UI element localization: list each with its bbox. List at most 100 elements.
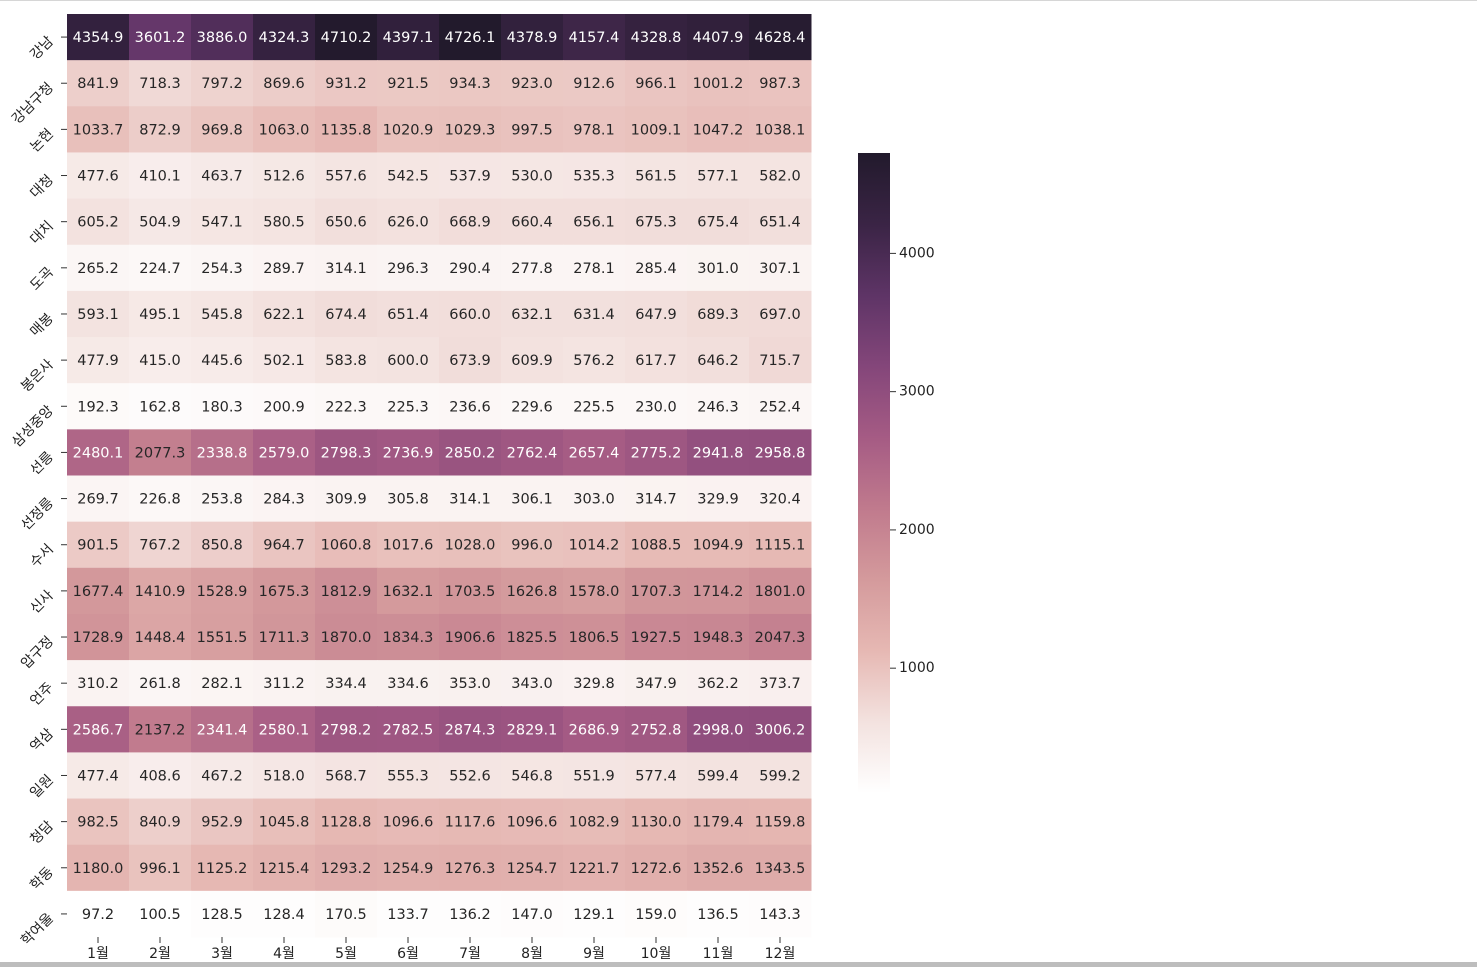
heatmap-cell — [749, 521, 812, 569]
cell-value-label: 1343.5 — [755, 861, 806, 877]
y-tick-label: 선릉 — [27, 449, 57, 479]
y-tick-label: 강남구청 — [9, 80, 57, 128]
heatmap-cell — [439, 844, 502, 892]
cell-value-label: 133.7 — [387, 907, 429, 923]
heatmap-cell — [501, 890, 564, 938]
heatmap-cell — [377, 106, 440, 153]
heatmap-cell — [687, 613, 750, 661]
heatmap-cell — [625, 752, 688, 800]
heatmap-cell — [191, 198, 254, 246]
heatmap-cell — [687, 429, 750, 476]
heatmap-cell — [501, 660, 564, 707]
heatmap-cell — [191, 244, 254, 292]
cell-value-label: 306.1 — [511, 492, 553, 508]
heatmap-cell — [67, 706, 130, 753]
heatmap-cell — [253, 14, 316, 61]
cell-value-label: 463.7 — [201, 169, 243, 185]
cell-value-label: 1128.8 — [321, 815, 372, 831]
cell-value-label: 632.1 — [511, 307, 553, 323]
cell-value-label: 467.2 — [201, 768, 243, 784]
y-tick-label: 논현 — [27, 126, 57, 156]
cell-value-label: 689.3 — [697, 307, 739, 323]
cell-value-label: 2998.0 — [693, 722, 744, 738]
heatmap-cell — [377, 337, 440, 384]
cell-value-label: 2798.2 — [321, 722, 372, 738]
heatmap-cell — [315, 706, 378, 753]
cell-value-label: 4710.2 — [321, 30, 372, 46]
heatmap-cell — [439, 706, 502, 753]
cell-value-label: 4726.1 — [445, 30, 496, 46]
heatmap-cell — [191, 890, 254, 938]
heatmap-cell — [315, 844, 378, 892]
heatmap-cell — [749, 337, 812, 384]
heatmap-cell — [625, 475, 688, 523]
cell-value-label: 530.0 — [511, 169, 553, 185]
y-tick-label: 강남 — [27, 34, 57, 64]
heatmap-cell — [501, 14, 564, 61]
cell-value-label: 555.3 — [387, 768, 429, 784]
cell-value-label: 561.5 — [635, 169, 677, 185]
cell-value-label: 159.0 — [635, 907, 677, 923]
heatmap-cell — [749, 844, 812, 892]
colorbar-gradient — [858, 153, 890, 793]
heatmap-cell — [687, 337, 750, 384]
cell-value-label: 1014.2 — [569, 538, 620, 554]
cell-value-label: 697.0 — [759, 307, 801, 323]
heatmap-cell — [253, 337, 316, 384]
cell-value-label: 265.2 — [77, 261, 119, 277]
cell-value-label: 1180.0 — [73, 861, 124, 877]
cell-value-label: 254.3 — [201, 261, 243, 277]
cell-value-label: 1728.9 — [73, 630, 124, 646]
heatmap-cell — [439, 613, 502, 661]
heatmap-cell — [191, 752, 254, 800]
heatmap-cell — [67, 429, 130, 476]
cell-value-label: 542.5 — [387, 169, 429, 185]
heatmap-cell — [687, 152, 750, 200]
cell-value-label: 1125.2 — [197, 861, 248, 877]
heatmap-cell — [563, 429, 626, 476]
cell-value-label: 4157.4 — [569, 30, 620, 46]
colorbar-tick-label: 4000 — [899, 245, 935, 261]
heatmap-cell — [191, 706, 254, 753]
heatmap-cell — [439, 290, 502, 338]
heatmap-cell — [749, 429, 812, 476]
heatmap-cell — [315, 429, 378, 476]
heatmap-cell — [501, 60, 564, 107]
cell-value-label: 1009.1 — [631, 122, 682, 138]
heatmap-cell — [191, 337, 254, 384]
x-tick-label: 11월 — [703, 946, 734, 962]
cell-value-label: 546.8 — [511, 768, 553, 784]
cell-value-label: 282.1 — [201, 676, 243, 692]
heatmap-cell — [563, 14, 626, 61]
heatmap-cell — [687, 290, 750, 338]
heatmap-cell — [377, 567, 440, 615]
cell-value-label: 1094.9 — [693, 538, 744, 554]
cell-value-label: 1707.3 — [631, 584, 682, 600]
cell-value-label: 495.1 — [139, 307, 181, 323]
heatmap-cell — [315, 752, 378, 800]
heatmap-cell — [625, 290, 688, 338]
heatmap-cell — [253, 383, 316, 430]
heatmap-cell — [191, 152, 254, 200]
heatmap-cell — [377, 660, 440, 707]
y-axis-labels: 강남강남구청논현대청대치도곡매봉봉은사삼성중앙선릉선정릉수서신사압구정언주역삼일… — [9, 34, 67, 949]
heatmap-cell — [563, 890, 626, 938]
cell-value-label: 305.8 — [387, 492, 429, 508]
cell-value-label: 314.1 — [449, 492, 491, 508]
heatmap-cell — [687, 106, 750, 153]
heatmap-cell — [501, 198, 564, 246]
cell-value-label: 545.8 — [201, 307, 243, 323]
heatmap-cell — [377, 798, 440, 846]
cell-value-label: 504.9 — [139, 215, 181, 231]
heatmap-cell — [749, 890, 812, 938]
heatmap-cell — [191, 660, 254, 707]
cell-value-label: 923.0 — [511, 76, 553, 92]
cell-value-label: 718.3 — [139, 76, 181, 92]
cell-value-label: 128.4 — [263, 907, 305, 923]
cell-value-label: 477.9 — [77, 353, 119, 369]
cell-value-label: 1038.1 — [755, 122, 806, 138]
cell-value-label: 841.9 — [77, 76, 119, 92]
cell-value-label: 100.5 — [139, 907, 181, 923]
heatmap-cell — [253, 521, 316, 569]
heatmap-cell — [749, 290, 812, 338]
